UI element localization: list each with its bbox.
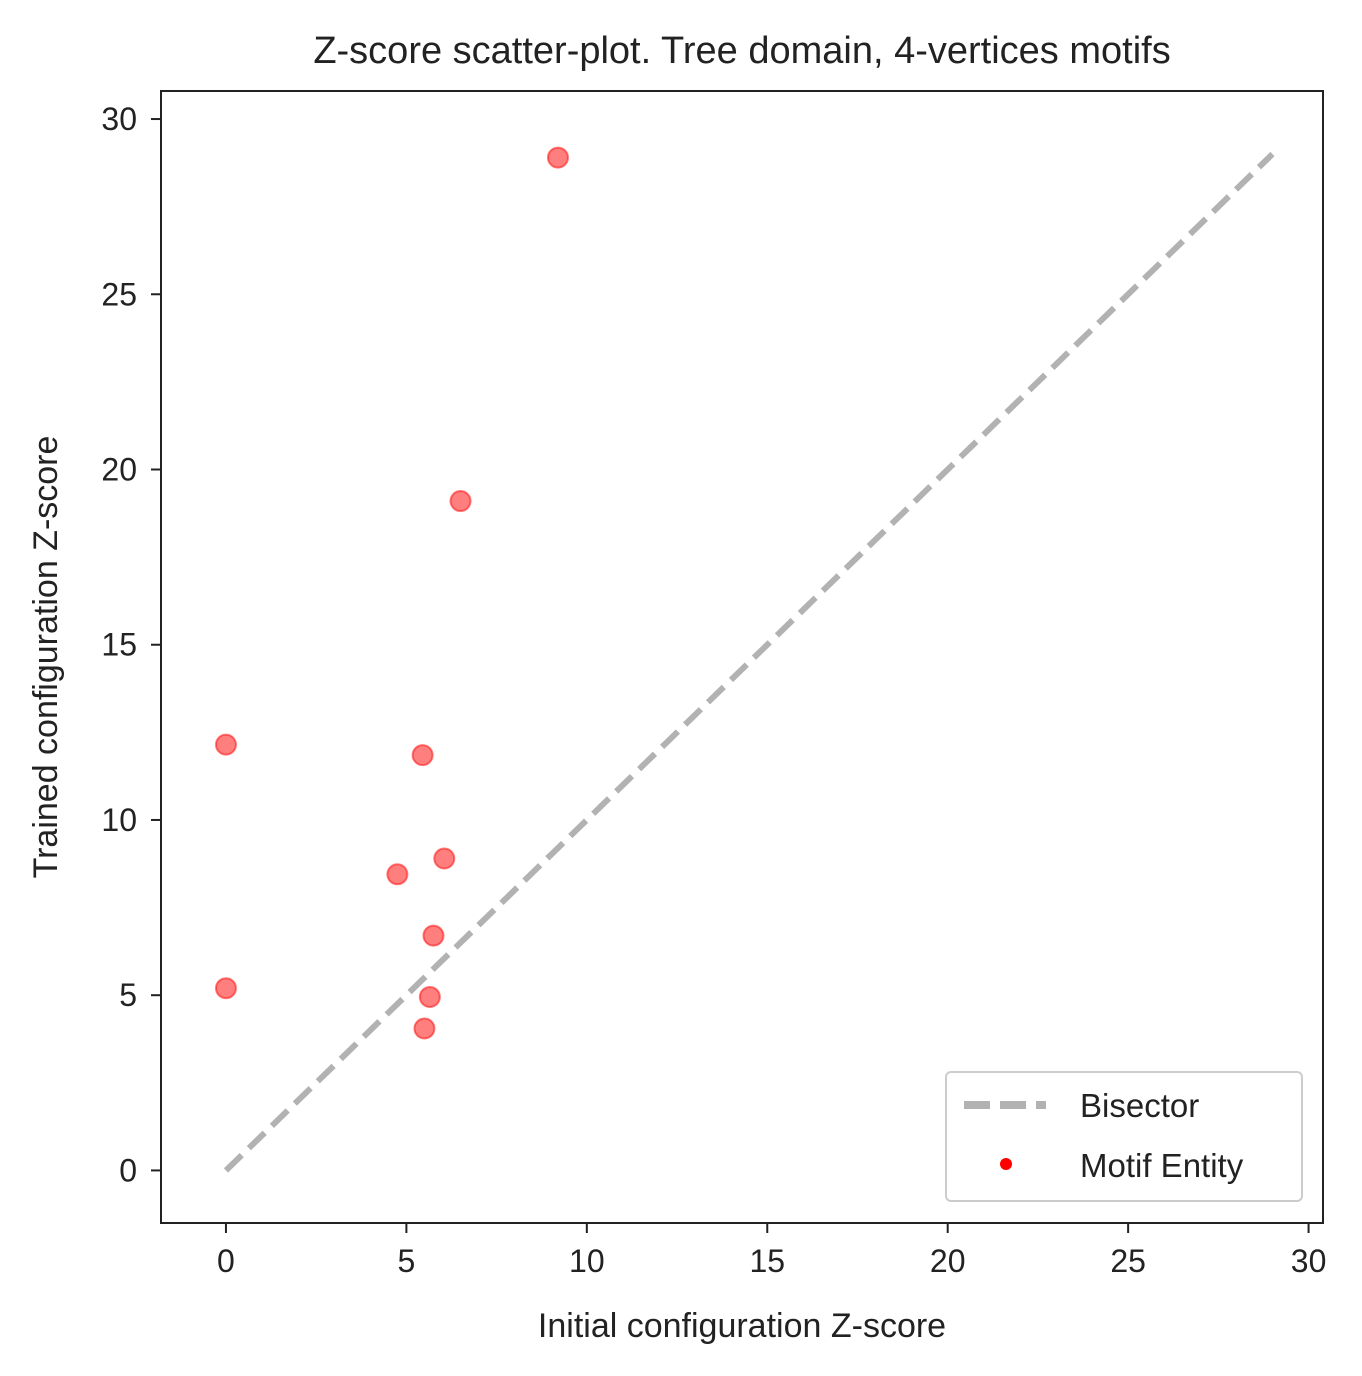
chart-title: Z-score scatter-plot. Tree domain, 4-ver… bbox=[313, 30, 1170, 72]
x-tick-label: 25 bbox=[1110, 1243, 1146, 1279]
bisector-layer bbox=[223, 151, 1275, 1173]
data-point bbox=[546, 146, 569, 169]
legend-label-bisector: Bisector bbox=[1080, 1087, 1199, 1124]
x-tick-label: 20 bbox=[930, 1243, 966, 1279]
data-point bbox=[418, 985, 441, 1008]
data-point bbox=[411, 744, 434, 767]
data-point bbox=[422, 924, 445, 947]
plot-background bbox=[161, 91, 1323, 1223]
x-tick-label: 5 bbox=[397, 1243, 415, 1279]
y-axis-label: Trained configuration Z-score bbox=[27, 436, 65, 879]
x-axis-label: Initial configuration Z-score bbox=[538, 1307, 946, 1345]
y-tick-label: 25 bbox=[101, 276, 137, 312]
data-point bbox=[449, 490, 472, 513]
y-tick-label: 0 bbox=[119, 1152, 137, 1188]
data-point bbox=[214, 733, 237, 756]
x-tick-label: 15 bbox=[749, 1243, 785, 1279]
y-tick-label: 10 bbox=[101, 802, 137, 838]
data-point bbox=[413, 1017, 436, 1040]
data-point bbox=[386, 863, 409, 886]
y-tick-label: 5 bbox=[119, 977, 137, 1013]
x-axis-ticks: 0 5 10 15 20 25 30 bbox=[217, 1223, 1326, 1279]
data-point bbox=[433, 847, 456, 870]
bisector-line bbox=[223, 151, 1275, 1173]
x-tick-label: 10 bbox=[569, 1243, 605, 1279]
x-tick-label: 0 bbox=[217, 1243, 235, 1279]
legend-frame bbox=[945, 1071, 1303, 1202]
plot-area bbox=[160, 90, 1324, 1224]
data-points bbox=[214, 146, 569, 1040]
y-tick-label: 30 bbox=[101, 101, 137, 137]
legend: Bisector Motif Entity bbox=[945, 1071, 1303, 1202]
y-tick-label: 20 bbox=[101, 452, 137, 488]
legend-motif-entity-swatch bbox=[1000, 1158, 1012, 1170]
y-tick-label: 15 bbox=[101, 627, 137, 663]
legend-label-motif-entity: Motif Entity bbox=[1080, 1147, 1244, 1184]
plot-frame bbox=[160, 90, 1324, 1224]
y-axis-ticks: 0 5 10 15 20 25 30 bbox=[101, 101, 161, 1188]
data-point bbox=[214, 977, 237, 1000]
x-tick-label: 30 bbox=[1291, 1243, 1327, 1279]
